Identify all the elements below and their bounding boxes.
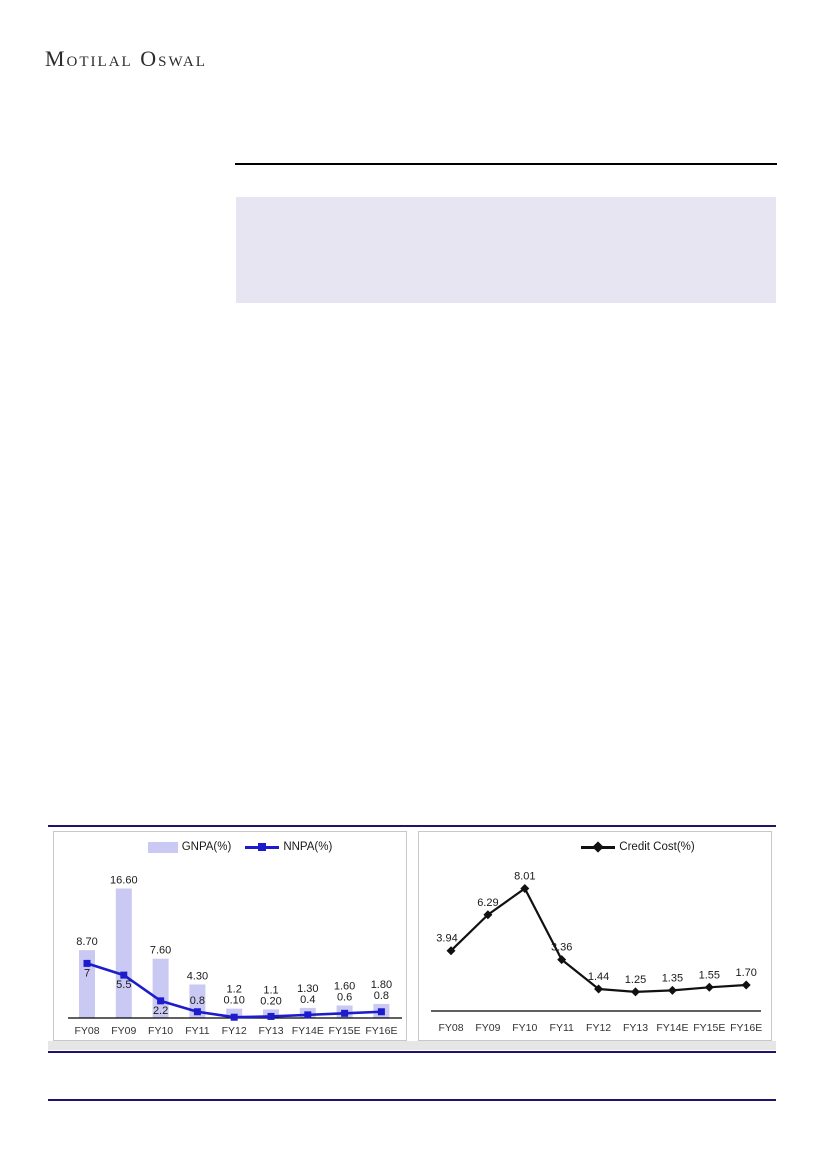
x-axis-label: FY12 bbox=[222, 1025, 247, 1037]
x-axis-label: FY12 bbox=[586, 1022, 611, 1034]
x-axis-label: FY15E bbox=[329, 1025, 361, 1037]
gnpa-nnpa-plot: 8.70 16.60 7.60 4.30 1.2 1.1 1.30 1.60 1.80 7 5.5 2… bbox=[68, 875, 402, 1037]
x-axis-label: FY16E bbox=[730, 1022, 762, 1034]
legend-item: NNPA(%) bbox=[245, 841, 332, 853]
x-axis-label: FY11 bbox=[185, 1025, 209, 1037]
nnpa-data-label: 0.8 bbox=[190, 995, 205, 1007]
gnpa-bar bbox=[226, 1008, 243, 1018]
header-divider bbox=[235, 163, 777, 165]
nnpa-marker bbox=[120, 971, 128, 979]
gnpa-data-label: 1.60 bbox=[334, 981, 355, 993]
nnpa-data-label: 0.20 bbox=[260, 995, 281, 1007]
credit-cost-data-label: 1.55 bbox=[699, 969, 720, 981]
x-axis-label: FY14E bbox=[656, 1022, 688, 1034]
credit-cost-data-label: 8.01 bbox=[514, 870, 535, 882]
legend-line-square-swatch-icon bbox=[245, 842, 280, 851]
credit-cost-data-label: 1.44 bbox=[588, 971, 609, 983]
nnpa-data-label: 0.8 bbox=[374, 990, 389, 1002]
credit-cost-marker bbox=[667, 985, 677, 995]
gnpa-data-label: 8.70 bbox=[76, 936, 97, 948]
credit-cost-legend: Credit Cost(%) bbox=[462, 840, 814, 853]
gnpa-data-label: 1.30 bbox=[297, 983, 318, 995]
credit-cost-marker bbox=[704, 982, 714, 992]
gnpa-bar bbox=[115, 888, 132, 1018]
legend-label: GNPA(%) bbox=[181, 841, 232, 853]
x-axis-label: FY09 bbox=[475, 1022, 500, 1034]
nnpa-marker bbox=[341, 1009, 349, 1017]
credit-cost-data-label: 3.94 bbox=[436, 933, 457, 945]
legend-bar-swatch-icon bbox=[147, 841, 178, 853]
x-axis-label: FY09 bbox=[111, 1025, 136, 1037]
credit-cost-marker bbox=[520, 883, 530, 893]
credit-cost-marker bbox=[741, 980, 751, 990]
nnpa-data-label: 0.10 bbox=[223, 995, 244, 1007]
nnpa-data-label: 0.4 bbox=[300, 994, 315, 1006]
gnpa-data-label: 1.1 bbox=[263, 984, 278, 996]
credit-cost-data-label: 1.25 bbox=[625, 974, 646, 986]
brand-logo: Motilal Oswal bbox=[45, 46, 207, 71]
legend-item: GNPA(%) bbox=[147, 841, 232, 853]
nnpa-marker bbox=[267, 1012, 275, 1020]
gnpa-bar bbox=[79, 950, 95, 1018]
charts-bottom-divider bbox=[48, 1051, 776, 1053]
gnpa-data-label: 1.2 bbox=[227, 984, 242, 996]
gnpa-nnpa-legend: GNPA(%) NNPA(%) bbox=[64, 841, 416, 853]
credit-cost-data-label: 3.36 bbox=[551, 942, 572, 954]
nnpa-marker bbox=[377, 1008, 385, 1016]
x-axis-label: FY13 bbox=[623, 1022, 648, 1034]
credit-cost-plot: 3.94 6.29 8.01 3.36 1.44 1.25 1.35 1.55 1.70 FY08… bbox=[431, 870, 762, 1034]
highlight-box bbox=[236, 197, 776, 303]
x-axis-label: FY10 bbox=[512, 1022, 537, 1034]
gnpa-data-label: 7.60 bbox=[150, 945, 171, 957]
credit-cost-marker bbox=[483, 910, 493, 920]
nnpa-data-label: 2.2 bbox=[153, 1005, 168, 1017]
footer-divider bbox=[48, 1099, 776, 1101]
nnpa-data-label: 7 bbox=[84, 967, 90, 979]
credit-cost-data-label: 1.35 bbox=[662, 972, 683, 984]
nnpa-marker bbox=[83, 959, 91, 967]
gnpa-data-label: 1.80 bbox=[371, 979, 392, 991]
gnpa-nnpa-chart: GNPA(%) NNPA(%) 8.70 16.60 7.60 4.30 1.2 1.1 1.… bbox=[53, 831, 407, 1041]
x-axis-label: FY08 bbox=[74, 1025, 99, 1037]
gnpa-data-label: 16.60 bbox=[110, 875, 138, 887]
legend-label: Credit Cost(%) bbox=[619, 841, 695, 853]
x-axis-label: FY08 bbox=[438, 1022, 463, 1034]
legend-label: NNPA(%) bbox=[283, 841, 333, 853]
credit-cost-data-label: 6.29 bbox=[477, 897, 498, 909]
credit-cost-marker bbox=[446, 946, 456, 956]
credit-cost-marker bbox=[594, 984, 604, 994]
gnpa-data-label: 4.30 bbox=[187, 970, 208, 982]
x-axis-label: FY13 bbox=[258, 1025, 283, 1037]
x-axis-label: FY10 bbox=[148, 1025, 173, 1037]
credit-cost-marker bbox=[631, 987, 640, 997]
x-axis-label: FY16E bbox=[365, 1025, 397, 1037]
nnpa-marker bbox=[304, 1011, 312, 1019]
legend-line-diamond-swatch-icon bbox=[581, 840, 616, 853]
charts-bottom-strip bbox=[48, 1041, 776, 1050]
nnpa-marker bbox=[193, 1008, 201, 1016]
x-axis-label: FY11 bbox=[550, 1022, 574, 1034]
x-axis-label: FY15E bbox=[693, 1022, 725, 1034]
nnpa-marker bbox=[157, 997, 165, 1005]
charts-top-divider bbox=[48, 825, 776, 827]
credit-cost-marker bbox=[557, 955, 567, 965]
nnpa-data-label: 0.6 bbox=[337, 992, 352, 1004]
nnpa-marker bbox=[230, 1013, 238, 1021]
legend-item: Credit Cost(%) bbox=[581, 840, 695, 853]
x-axis-label: FY14E bbox=[292, 1025, 324, 1037]
nnpa-data-label: 5.5 bbox=[116, 979, 131, 991]
credit-cost-chart: Credit Cost(%) 3.94 6.29 8.01 3.36 1.44 1.25 1… bbox=[418, 831, 772, 1041]
credit-cost-data-label: 1.70 bbox=[735, 967, 756, 979]
